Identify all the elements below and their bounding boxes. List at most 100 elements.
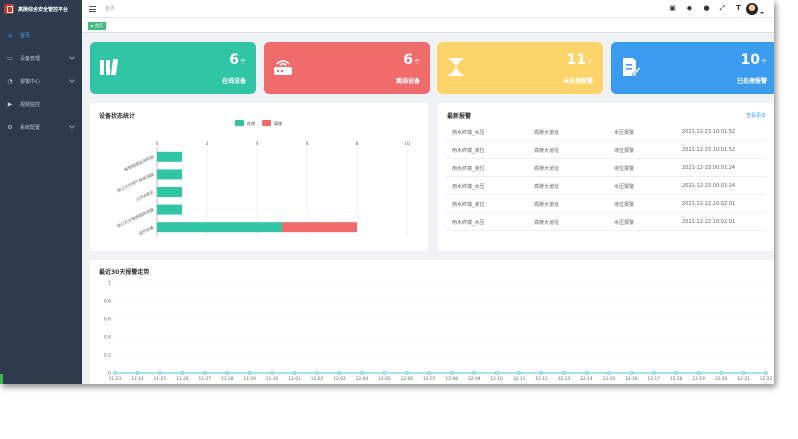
- logo-icon: [4, 4, 14, 14]
- device-status-panel: 设备状态统计 在线 离线 0 2 4 6 8 10 智慧烟感监测终端 独立式可燃气体探测器 LORA…: [90, 103, 428, 251]
- sidebar-item-label: 视频监控: [20, 102, 41, 108]
- alarm-time: 2021-12-23 00:01:24: [682, 165, 736, 171]
- data-point: [180, 371, 185, 375]
- home-icon: ⌂: [8, 32, 12, 39]
- device-status-chart: 在线 离线 0 2 4 6 8 10 智慧烟感监测终端独立式可燃气体探测器LORA网关独立式光电…: [116, 120, 410, 236]
- tag-home[interactable]: 首页: [88, 22, 106, 30]
- tick-label: 2: [206, 141, 209, 147]
- alarm-row[interactable]: 用水终端_液位 高陵大道址 液位报警 2021-12-23 00:01:24: [446, 159, 766, 177]
- brand: 高陵综合安全管控平台: [0, 0, 82, 18]
- x-tick-label: 12-03: [333, 376, 346, 382]
- sidebar-item-0[interactable]: ⌂ 首页: [0, 24, 82, 47]
- chevron-down-icon[interactable]: [760, 12, 764, 14]
- data-point: [741, 371, 746, 375]
- alarm-location: 高陵大道址: [534, 166, 560, 172]
- x-tick-label: 12-08: [445, 376, 458, 382]
- chevron-down-icon: [69, 77, 75, 83]
- x-tick-label: 11-25: [154, 376, 167, 382]
- video-icon: ▶: [7, 101, 13, 108]
- help-icon[interactable]: ●: [703, 4, 710, 12]
- card-online-devices[interactable]: 6个 在线设备: [90, 42, 256, 94]
- offline-devices-icon: [274, 60, 292, 75]
- alarm-type: 液位报警: [614, 202, 635, 208]
- sidebar: 高陵综合安全管控平台 ⌂ 首页 ▭ 设备管理 ◔ 报警中心 ▶ 视频监控 ⚙ 系统配置: [0, 0, 82, 384]
- alarm-type: 水压报警: [614, 130, 635, 136]
- alarm-row[interactable]: 用水终端_水压 高陵大道址 水压报警 2021-12-23 10:01:52: [446, 123, 766, 141]
- alarm-location: 高陵大道址: [534, 202, 560, 208]
- sidebar-menu: ⌂ 首页 ▭ 设备管理 ◔ 报警中心 ▶ 视频监控 ⚙ 系统配置: [0, 24, 82, 139]
- tick-label: 0: [108, 371, 111, 377]
- x-tick-label: 12-06: [401, 376, 414, 382]
- alarm-device: 用水终端_液位: [452, 202, 485, 208]
- alarm-location: 高陵大道址: [534, 130, 560, 136]
- tick-label: 0.6: [104, 317, 111, 323]
- data-point: [607, 371, 611, 375]
- x-tick-label: 11-27: [199, 376, 212, 382]
- hamburger-icon[interactable]: [89, 6, 96, 12]
- breadcrumb[interactable]: 首页: [105, 6, 116, 12]
- panel-title: 最新报警: [447, 113, 472, 120]
- notification-icon[interactable]: ◆: [686, 4, 693, 12]
- alarm-row[interactable]: 用水终端_水压 高陵大道址 水压报警 2021-12-22 20:02:01: [446, 213, 766, 231]
- x-tick-label: 11-24: [131, 376, 144, 382]
- font-size-icon[interactable]: T: [736, 4, 741, 12]
- screen-icon[interactable]: ▣: [669, 4, 676, 12]
- alarm-trend-chart: 0 0.2 0.4 0.6 0.8 1 11-23 11-24 11-25 11-26 11-27 1…: [104, 281, 773, 383]
- tick-label: 10: [404, 141, 410, 147]
- data-point: [225, 371, 229, 375]
- alarm-row[interactable]: 用水终端_水压 高陵大道址 水压报警 2021-12-23 00:01:24: [446, 177, 766, 195]
- x-tick-label: 12-18: [670, 376, 683, 382]
- tick-label: 1: [108, 281, 111, 287]
- x-tick-label: 11-29: [243, 376, 256, 382]
- bar: [157, 187, 182, 197]
- alarm-trend-panel: 最近30天报警走势 0 0.2 0.4 0.6 0.8 1 11-23 11-24 11-25 1…: [90, 260, 774, 384]
- data-point: [113, 371, 117, 375]
- data-point: [337, 371, 342, 375]
- panel-title: 最近30天报警走势: [99, 269, 150, 276]
- top-navbar: 首页 ▣ ◆ ● ⤢ T: [82, 0, 774, 18]
- legend-label: 在线: [247, 120, 255, 126]
- data-point: [158, 371, 162, 375]
- data-point: [427, 371, 431, 375]
- x-tick-label: 12-09: [468, 376, 481, 382]
- card-offline-devices[interactable]: 6个 离线设备: [264, 42, 430, 94]
- tags-view: 首页: [82, 18, 774, 33]
- alarm-location: 高陵大道址: [534, 184, 560, 190]
- x-tick-label: 12-01: [288, 376, 301, 382]
- alarm-row[interactable]: 用水终端_液位 高陵大道址 液位报警 2021-12-23 10:01:52: [446, 141, 766, 159]
- data-point: [450, 371, 454, 375]
- card-pending-alarms[interactable]: 11个 未处理报警: [437, 42, 603, 94]
- alarm-location: 高陵大道址: [534, 220, 560, 226]
- data-point: [764, 371, 768, 375]
- sidebar-item-label: 设备管理: [20, 56, 41, 62]
- bar: [282, 222, 357, 233]
- alarm-row[interactable]: 用水终端_液位 高陵大道址 液位报警 2021-12-22 20:02:01: [446, 195, 766, 213]
- latest-alarms-panel: 最新报警 查看更多 用水终端_水压 高陵大道址 水压报警 2021-12-23 10:…: [438, 103, 774, 251]
- data-point: [292, 371, 297, 375]
- x-tick-label: 12-17: [648, 376, 661, 382]
- sidebar-item-4[interactable]: ⚙ 系统配置: [0, 116, 82, 139]
- fullscreen-icon[interactable]: ⤢: [719, 4, 726, 12]
- category-label: 监控设备: [137, 224, 154, 236]
- alarm-device: 用水终端_水压: [452, 184, 485, 190]
- avatar[interactable]: [746, 3, 758, 15]
- sidebar-item-label: 系统配置: [20, 125, 41, 131]
- x-tick-label: 12-14: [580, 376, 593, 382]
- chevron-down-icon: [69, 54, 75, 60]
- hourglass-icon: [449, 58, 463, 76]
- status-indicator: [0, 374, 3, 384]
- sidebar-item-2[interactable]: ◔ 报警中心: [0, 70, 82, 93]
- card-unit: 个: [760, 59, 767, 66]
- sidebar-item-label: 报警中心: [20, 79, 41, 85]
- data-point: [382, 371, 387, 375]
- card-processed-alarms[interactable]: 10个 已处理报警: [611, 42, 774, 94]
- data-point: [539, 371, 544, 375]
- device-icon: ▭: [7, 55, 13, 62]
- x-tick-label: 12-22: [760, 376, 773, 382]
- tick-label: 8: [356, 141, 359, 147]
- sidebar-item-3[interactable]: ▶ 视频监控: [0, 93, 82, 116]
- sidebar-item-1[interactable]: ▭ 设备管理: [0, 47, 82, 70]
- app-window: 高陵综合安全管控平台 ⌂ 首页 ▭ 设备管理 ◔ 报警中心 ▶ 视频监控 ⚙ 系统配置 首页 ▣ …: [0, 0, 774, 384]
- view-more-link[interactable]: 查看更多: [745, 113, 766, 119]
- alarm-type: 水压报警: [614, 220, 635, 226]
